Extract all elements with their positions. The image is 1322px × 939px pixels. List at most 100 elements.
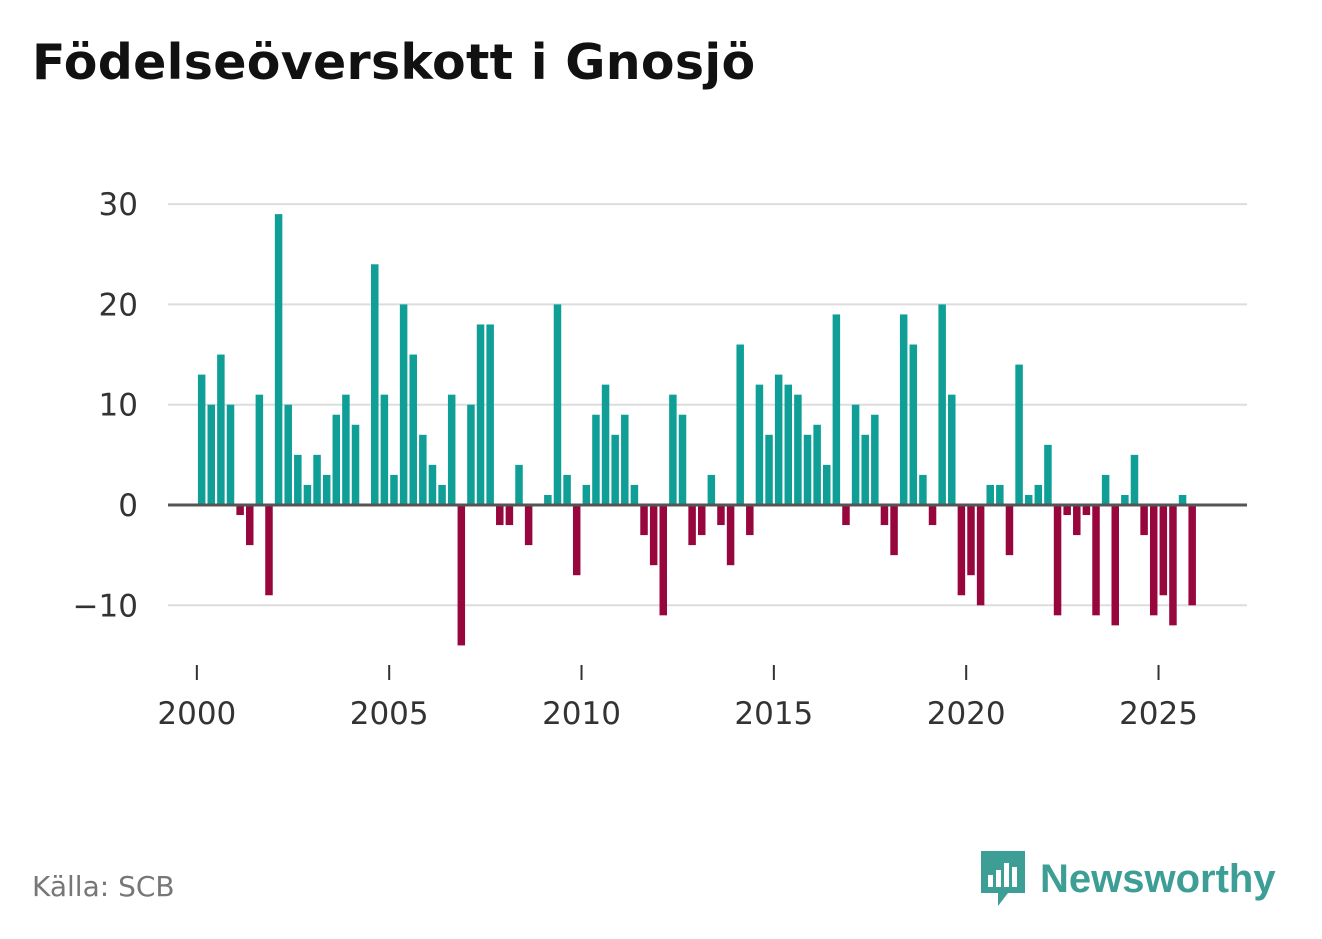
bar xyxy=(447,394,456,505)
y-axis-ticks: 30 20 10 0 −10 xyxy=(73,187,138,624)
y-tick-label: 0 xyxy=(118,488,138,524)
bar xyxy=(303,484,312,505)
x-tick-label: 2025 xyxy=(1119,696,1198,732)
bar xyxy=(890,505,898,556)
bar xyxy=(265,505,273,596)
bar xyxy=(996,484,1004,505)
bar xyxy=(1053,505,1062,616)
bar xyxy=(851,404,860,505)
bar xyxy=(640,505,648,536)
bar xyxy=(1159,505,1168,596)
bar xyxy=(1111,505,1119,626)
bar xyxy=(1044,444,1052,505)
bar xyxy=(217,354,225,505)
bar xyxy=(245,505,254,546)
bar xyxy=(842,505,850,526)
bar xyxy=(678,414,687,505)
bar xyxy=(322,474,331,505)
bar xyxy=(1188,505,1196,606)
bar xyxy=(342,394,350,505)
bar xyxy=(755,384,764,505)
bar xyxy=(823,464,831,505)
bar xyxy=(1092,505,1100,616)
bar xyxy=(976,505,985,606)
bar xyxy=(919,474,927,505)
bar xyxy=(332,414,341,505)
y-tick-label: −10 xyxy=(73,588,138,624)
bar xyxy=(707,474,716,505)
bar xyxy=(774,374,783,505)
brand-logo[interactable]: Newsworthy xyxy=(978,848,1276,910)
y-tick-label: 20 xyxy=(99,287,138,323)
bar xyxy=(563,474,571,505)
x-tick-label: 2005 xyxy=(350,696,429,732)
bar xyxy=(1015,364,1023,505)
bar xyxy=(736,344,744,505)
bar xyxy=(1169,505,1177,626)
bar xyxy=(601,384,610,505)
bar xyxy=(438,484,446,505)
bar xyxy=(861,434,869,505)
bar xyxy=(313,454,321,505)
bar xyxy=(390,474,398,505)
bar xyxy=(1005,505,1014,556)
bar xyxy=(986,484,994,505)
bar xyxy=(948,394,956,505)
bar xyxy=(1101,474,1110,505)
bar xyxy=(1082,505,1091,516)
bar xyxy=(697,505,706,536)
bar xyxy=(419,434,427,505)
bar xyxy=(726,505,735,566)
bar xyxy=(832,314,841,505)
newsworthy-logo-icon xyxy=(981,851,1025,906)
y-tick-label: 30 xyxy=(99,187,138,223)
bar xyxy=(611,434,619,505)
bar xyxy=(226,404,235,505)
bar xyxy=(496,505,504,526)
bar xyxy=(813,424,821,505)
x-tick-label: 2000 xyxy=(157,696,236,732)
bar xyxy=(553,304,562,505)
bar xyxy=(294,454,302,505)
x-tick-label: 2020 xyxy=(927,696,1006,732)
bar xyxy=(524,505,533,546)
bar xyxy=(592,414,600,505)
bar xyxy=(621,414,629,505)
bar xyxy=(467,404,475,505)
bar xyxy=(688,505,696,546)
bar xyxy=(1024,494,1033,505)
bar xyxy=(1034,484,1043,505)
bar xyxy=(794,394,802,505)
x-tick-label: 2015 xyxy=(734,696,813,732)
bars xyxy=(197,214,1196,646)
bar xyxy=(486,324,494,505)
bar xyxy=(371,264,379,505)
bar xyxy=(255,394,264,505)
bar xyxy=(1121,494,1129,505)
bar xyxy=(928,505,937,526)
bar xyxy=(284,404,292,505)
bar xyxy=(428,464,437,505)
bar xyxy=(746,505,754,536)
bar xyxy=(1140,505,1148,536)
bar xyxy=(649,505,658,566)
bar xyxy=(399,304,408,505)
bar xyxy=(717,505,725,526)
bar xyxy=(659,505,668,616)
bar xyxy=(380,394,389,505)
bar xyxy=(274,214,283,505)
bar xyxy=(515,464,523,505)
bar xyxy=(871,414,879,505)
bar xyxy=(476,324,485,505)
bar xyxy=(957,505,966,596)
bar xyxy=(505,505,514,526)
bar xyxy=(803,434,812,505)
bar xyxy=(409,354,417,505)
bar xyxy=(1178,494,1187,505)
source-note: Källa: SCB xyxy=(32,870,175,903)
bar xyxy=(457,505,466,646)
bar xyxy=(1073,505,1081,536)
bar xyxy=(1149,505,1158,616)
bar xyxy=(197,374,206,505)
